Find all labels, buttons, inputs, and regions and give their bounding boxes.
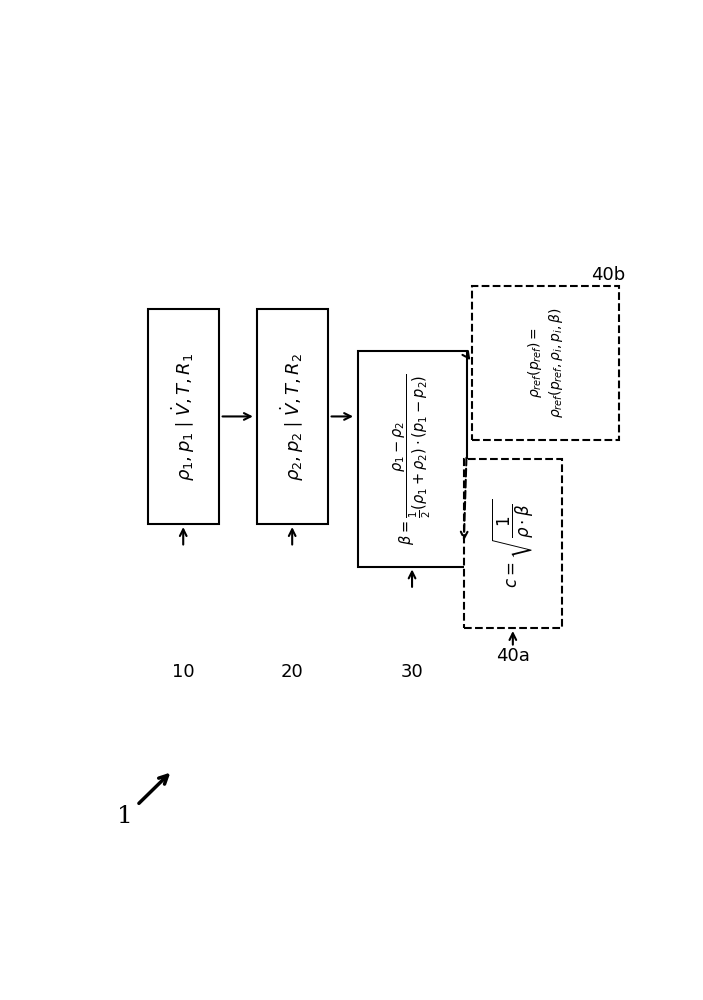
Text: $\rho_{ref}(p_{ref}) =$
$\rho_{ref}(p_{ref}, \rho_i, p_i, \beta)$: $\rho_{ref}(p_{ref}) =$ $\rho_{ref}(p_{r… (527, 307, 565, 418)
Text: 10: 10 (172, 663, 195, 681)
Bar (358, 351, 467, 567)
Text: 20: 20 (280, 663, 304, 681)
Text: $\beta = \dfrac{\rho_1 - \rho_2}{\frac{1}{2}(\rho_1 + \rho_2) \cdot (p_1 - p_2)}: $\beta = \dfrac{\rho_1 - \rho_2}{\frac{1… (391, 373, 433, 545)
Text: 40a: 40a (496, 647, 530, 665)
Text: 1: 1 (117, 805, 133, 828)
Text: $\rho_2, p_2 \mid \dot{V}, T, R_2$: $\rho_2, p_2 \mid \dot{V}, T, R_2$ (278, 352, 306, 481)
Text: 30: 30 (401, 663, 423, 681)
Text: $\rho_1, p_1 \mid \dot{V}, T, R_1$: $\rho_1, p_1 \mid \dot{V}, T, R_1$ (169, 352, 197, 481)
Bar (257, 309, 328, 524)
Bar (148, 309, 219, 524)
Text: $c = \sqrt{\dfrac{1}{\rho \cdot \beta}}$: $c = \sqrt{\dfrac{1}{\rho \cdot \beta}}$ (490, 499, 536, 588)
Bar (472, 286, 619, 440)
Bar (464, 459, 562, 628)
Text: 40b: 40b (591, 266, 625, 284)
